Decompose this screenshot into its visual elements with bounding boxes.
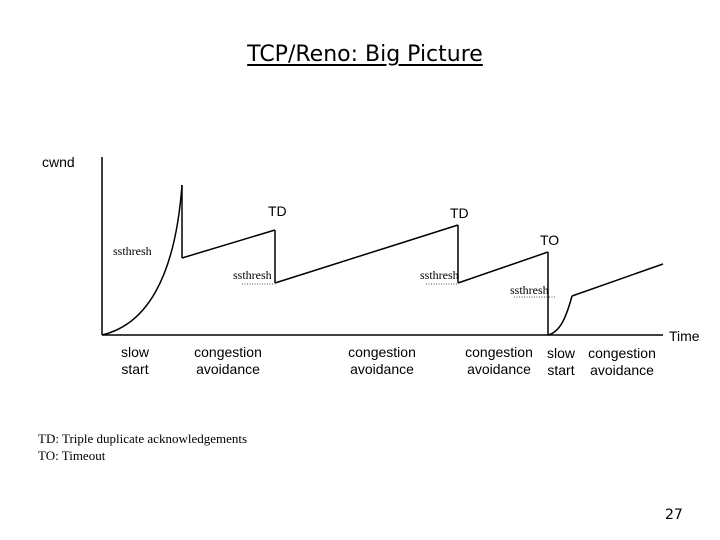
phase-label-congestion-avoidance-2: congestion avoidance (342, 344, 422, 378)
phase-label-line1: congestion (465, 344, 533, 360)
phase-label-line1: slow (546, 345, 575, 361)
slow-start-curve-2 (547, 295, 573, 336)
phase-label-line2: start (121, 361, 149, 377)
phase-label-line1: slow (120, 344, 149, 360)
phase-label-slow-start-1: slow start (114, 344, 156, 378)
td-label-2: TD (450, 205, 469, 221)
phase-label-line1: congestion (348, 344, 416, 360)
phase-label-line2: start (547, 362, 575, 378)
phase-label-line2: avoidance (196, 361, 260, 377)
phase-label-congestion-avoidance-4: congestion avoidance (582, 345, 662, 379)
ssthresh-label-1: ssthresh (113, 244, 152, 258)
phase-label-line2: avoidance (590, 362, 654, 378)
ssthresh-label-4: ssthresh (510, 283, 549, 297)
y-axis-label: cwnd (42, 154, 75, 170)
td-label-1: TD (268, 203, 287, 219)
slow-start-curve-1 (101, 184, 183, 336)
phase-label-congestion-avoidance-3: congestion avoidance (459, 344, 539, 378)
ssthresh-label-3: ssthresh (420, 268, 459, 282)
congestion-avoidance-line-3 (457, 251, 549, 284)
phase-label-line1: congestion (194, 344, 262, 360)
legend-td: TD: Triple duplicate acknowledgements (38, 431, 248, 446)
page-title: TCP/Reno: Big Picture (247, 42, 483, 67)
legend: TD: Triple duplicate acknowledgements TO… (38, 430, 247, 464)
phase-label-line2: avoidance (350, 361, 414, 377)
congestion-avoidance-line-4 (571, 263, 664, 297)
congestion-avoidance-line-2 (274, 224, 459, 284)
phase-label-congestion-avoidance-1: congestion avoidance (188, 344, 268, 378)
ssthresh-label-2: ssthresh (233, 268, 272, 282)
to-label: TO (540, 232, 560, 248)
legend-to: TO: Timeout (38, 448, 106, 463)
phase-label-line2: avoidance (467, 361, 531, 377)
congestion-avoidance-line-1 (181, 229, 276, 259)
page-number: 27 (665, 507, 683, 523)
phase-label-line1: congestion (588, 345, 656, 361)
phase-label-slow-start-2: slow start (540, 345, 582, 379)
x-axis-label: Time (669, 328, 700, 344)
